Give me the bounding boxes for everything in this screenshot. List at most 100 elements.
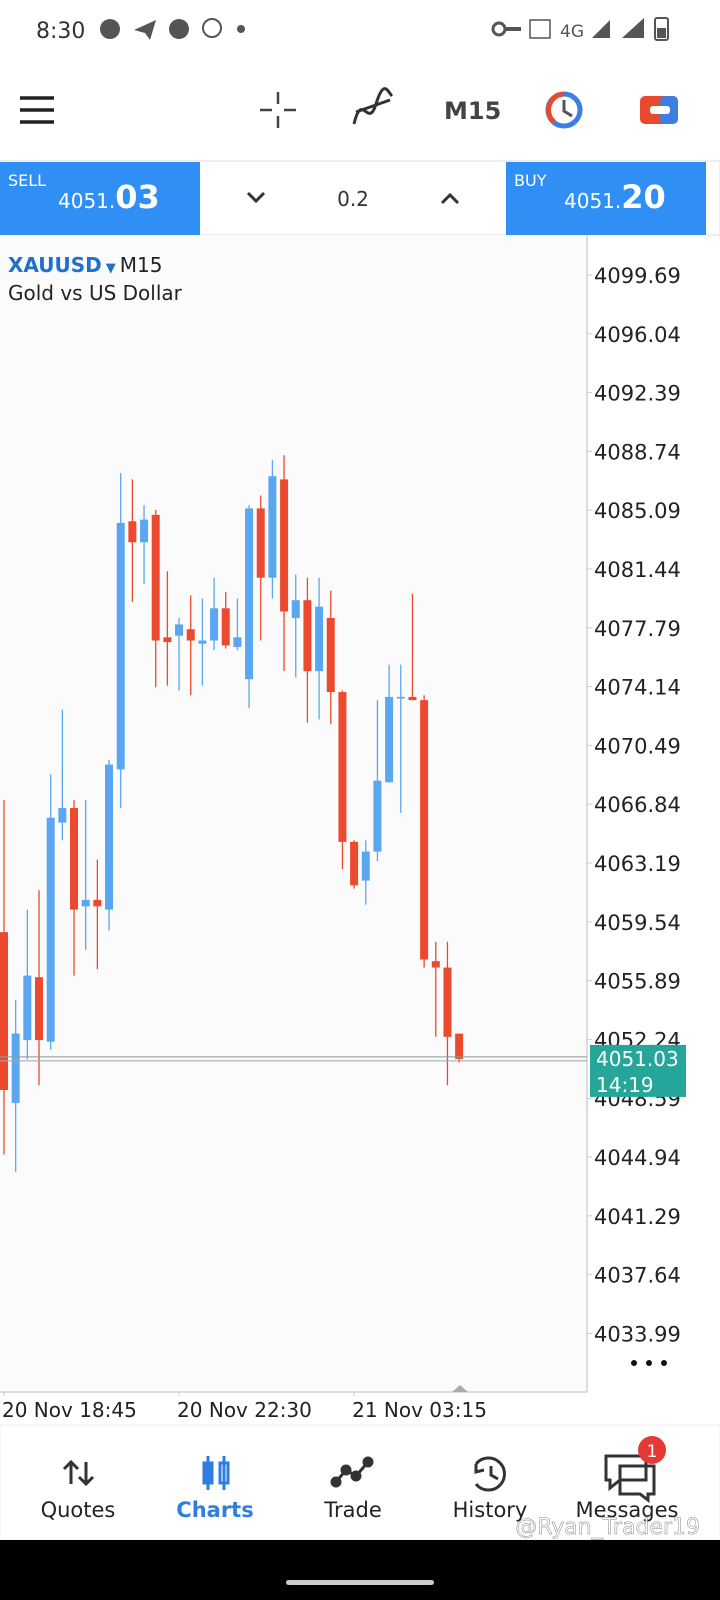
candle-body — [338, 692, 347, 842]
home-indicator[interactable] — [286, 1580, 434, 1585]
candle-body — [198, 640, 207, 644]
buy-price-pips[interactable]: 20 — [621, 178, 666, 216]
history-icon[interactable] — [474, 1456, 506, 1492]
candle-body — [128, 521, 137, 543]
chart-symbol[interactable]: XAUUSD — [8, 253, 102, 277]
candle-body — [385, 696, 394, 783]
candle-body — [350, 841, 359, 886]
nav-items: Quotes Charts Trade History Messages — [41, 1498, 679, 1522]
price-tag-time: 14:19 — [596, 1073, 654, 1097]
nav-label[interactable]: Quotes — [41, 1498, 116, 1522]
chart-header: XAUUSD ▼ M15 — [8, 253, 163, 277]
icon[interactable] — [546, 91, 565, 124]
trade-icon[interactable] — [334, 1461, 370, 1483]
y-tick-label: 4092.39 — [594, 382, 681, 406]
candle-body — [326, 617, 335, 693]
y-tick-label: 4044.94 — [594, 1146, 681, 1170]
icon[interactable] — [646, 1360, 652, 1366]
x-tick-label: 20 Nov 22:30 — [177, 1398, 312, 1422]
nav-label[interactable]: Messages — [576, 1498, 679, 1522]
candle-body — [11, 1033, 20, 1103]
buy-price[interactable]: 4051.20 — [564, 178, 666, 216]
icon — [202, 18, 222, 38]
more-button[interactable] — [631, 1360, 667, 1366]
buy-button[interactable] — [506, 162, 706, 235]
price-tag-value: 4051.03 — [596, 1047, 679, 1071]
y-tick-label: 4059.54 — [594, 911, 681, 935]
nav-label[interactable]: Trade — [323, 1498, 382, 1522]
candle-body — [58, 808, 67, 823]
volume-down[interactable] — [246, 191, 266, 204]
chart-timeframe: M15 — [120, 253, 163, 277]
candle-body — [221, 608, 230, 646]
sell-button[interactable] — [0, 162, 200, 235]
icon[interactable] — [562, 100, 573, 118]
charts-icon[interactable] — [202, 1456, 230, 1490]
candle-body — [245, 508, 254, 680]
sell-label[interactable]: SELL — [8, 171, 46, 190]
trade-icon[interactable] — [330, 1476, 342, 1488]
nav-label[interactable]: History — [453, 1498, 528, 1522]
candle-body — [210, 608, 219, 641]
y-tick-label: 4063.19 — [594, 852, 681, 876]
y-tick-label: 4081.44 — [594, 558, 681, 582]
y-tick-label: 4037.64 — [594, 1264, 681, 1288]
y-tick-label: 4074.14 — [594, 676, 681, 700]
trade-icon[interactable] — [362, 1456, 374, 1468]
candle-body — [175, 624, 184, 636]
y-tick-label: 4099.69 — [594, 264, 681, 288]
candle-body — [268, 476, 277, 578]
candle-body — [70, 808, 79, 910]
symbol-dropdown[interactable]: ▼ — [106, 261, 116, 276]
icon — [657, 28, 666, 38]
candle-body — [373, 780, 382, 852]
trade-icon[interactable] — [350, 1470, 362, 1482]
icon — [100, 19, 120, 39]
nav-label[interactable]: Charts — [176, 1498, 253, 1522]
candle-body — [361, 851, 370, 881]
indicators-button[interactable] — [352, 87, 394, 125]
candle-body — [291, 600, 300, 618]
quotes-icon[interactable] — [62, 1459, 95, 1487]
timeframe-button[interactable]: M15 — [444, 97, 501, 125]
candle-body — [396, 696, 405, 699]
watermark: @Ryan_Trader19 — [515, 1515, 700, 1540]
nav-icons — [62, 1454, 656, 1503]
y-tick-label: 4066.84 — [594, 793, 681, 817]
candle-body — [280, 479, 289, 612]
system-bar — [0, 1540, 720, 1600]
icon — [505, 27, 521, 31]
menu-button[interactable] — [20, 96, 54, 124]
status-icons — [100, 17, 669, 41]
sell-price[interactable]: 4051.03 — [58, 178, 160, 216]
x-tick-label: 21 Nov 03:15 — [352, 1398, 487, 1422]
clock-button[interactable] — [545, 91, 583, 129]
icon[interactable] — [650, 106, 670, 114]
icon — [169, 19, 189, 39]
plot-area — [0, 235, 587, 1392]
sell-price-main[interactable]: 4051. — [58, 189, 115, 213]
candle-body — [151, 514, 160, 641]
volume[interactable]: 0.2 — [337, 187, 369, 211]
candle-body — [233, 637, 242, 647]
candle-body — [315, 606, 324, 672]
candle-body — [116, 522, 125, 770]
crosshair-button[interactable] — [260, 92, 296, 128]
sell-price-pips[interactable]: 03 — [115, 178, 160, 216]
candle-body — [431, 961, 440, 968]
trade-button[interactable] — [640, 96, 678, 124]
candle-body — [443, 967, 452, 1037]
candle-body — [163, 637, 172, 643]
buy-price-main[interactable]: 4051. — [564, 189, 621, 213]
x-tick-label: 20 Nov 18:45 — [2, 1398, 137, 1422]
trade-icon[interactable] — [340, 1464, 352, 1476]
chart: 4099.69 4096.04 4092.39 4088.74 4085.09 4081.… — [0, 264, 686, 1422]
icon[interactable] — [631, 1360, 637, 1366]
candle-body — [0, 932, 8, 1091]
buy-label[interactable]: BUY — [514, 171, 547, 190]
icon — [529, 19, 551, 39]
volume-up[interactable] — [440, 192, 460, 205]
icon[interactable] — [661, 1360, 667, 1366]
y-tick-label: 4041.29 — [594, 1205, 681, 1229]
